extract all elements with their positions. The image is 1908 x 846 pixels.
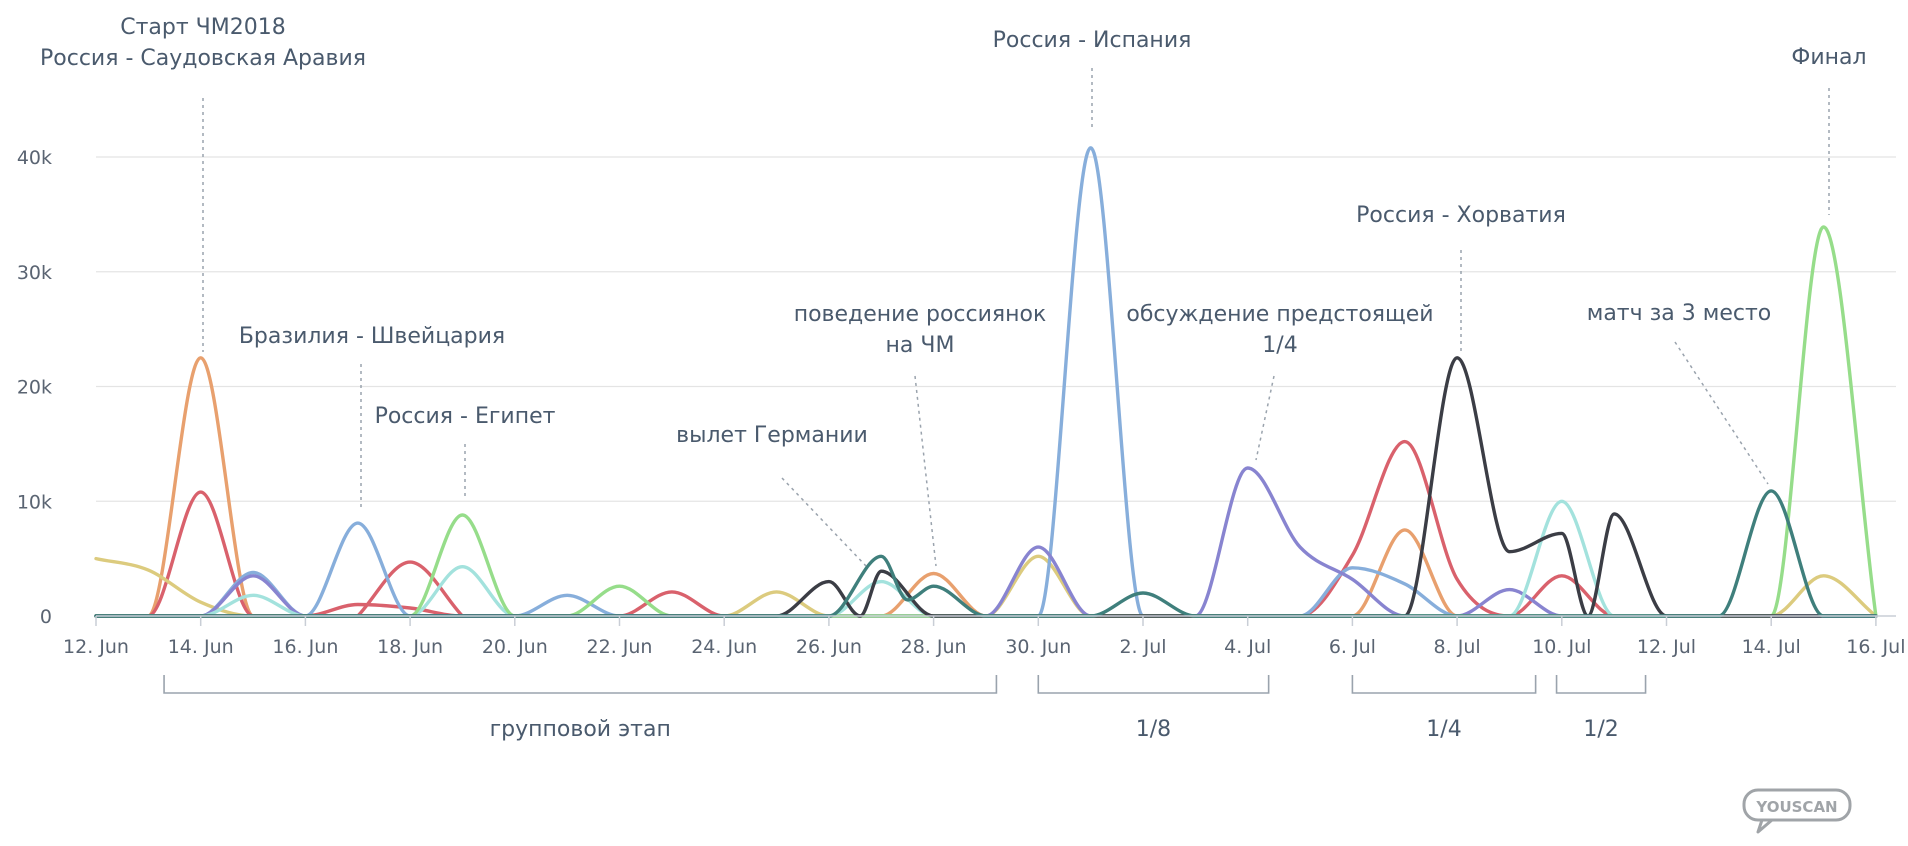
x-tick-label: 10. Jul — [1532, 636, 1591, 658]
annotation-leader — [914, 375, 937, 567]
annotation-label: матч за 3 место — [1587, 301, 1772, 326]
stage-bracket — [1555, 675, 1647, 694]
x-tick-label: 20. Jun — [482, 636, 548, 658]
x-tick-label: 28. Jun — [901, 636, 967, 658]
series-line-8 — [94, 356, 1878, 618]
stage-label: 1/4 — [1426, 717, 1461, 742]
stage-brackets: групповой этап 1/8 1/4 1/2 — [163, 675, 1647, 742]
annotation-label: вылет Германии — [676, 423, 868, 448]
y-tick-label: 40k — [17, 147, 52, 169]
logo-text: YOUSCAN — [1755, 798, 1837, 816]
annotation-label: поведение россиянок — [794, 302, 1047, 327]
annotations: Старт ЧМ2018 Россия - Саудовская Аравия Бр… — [40, 15, 1867, 567]
annotation-leader — [1255, 375, 1275, 461]
series-line-3 — [94, 554, 1878, 618]
stage-bracket — [1351, 675, 1537, 694]
x-tick-label: 2. Jul — [1119, 636, 1166, 658]
annotation-label: обсуждение предстоящей — [1126, 302, 1433, 327]
y-tick-label: 10k — [17, 491, 52, 513]
x-tick-label: 16. Jun — [272, 636, 338, 658]
x-tick-label: 8. Jul — [1434, 636, 1481, 658]
series-line-6 — [94, 499, 1878, 618]
x-tick-label: 18. Jun — [377, 636, 443, 658]
x-tick-label: 22. Jun — [587, 636, 653, 658]
x-tick-label: 4. Jul — [1224, 636, 1271, 658]
annotation-label: Финал — [1791, 45, 1866, 70]
stage-label: 1/8 — [1136, 717, 1171, 742]
annotation-label: Россия - Хорватия — [1356, 203, 1566, 228]
annotation-label: Старт ЧМ2018 — [120, 15, 285, 40]
annotation-leader — [1674, 341, 1769, 485]
stage-bracket — [163, 675, 998, 694]
series-line-4 — [94, 146, 1878, 618]
series-line-5 — [94, 466, 1878, 618]
annotation-label: Россия - Испания — [993, 28, 1192, 53]
youscan-logo: YOUSCAN — [1742, 788, 1854, 836]
x-tick-label: 14. Jul — [1742, 636, 1801, 658]
series-line-9 — [94, 489, 1878, 618]
x-tick-label: 24. Jun — [691, 636, 757, 658]
y-tick-label: 30k — [17, 262, 52, 284]
annotation-label: Россия - Саудовская Аравия — [40, 46, 366, 71]
x-tick-label: 12. Jun — [63, 636, 129, 658]
x-tick-label: 30. Jun — [1005, 636, 1071, 658]
series-line-7 — [94, 225, 1878, 618]
x-axis: 12. Jun 14. Jun 16. Jun 18. Jun 20. Jun 22. J… — [63, 615, 1905, 658]
stage-label: 1/2 — [1583, 717, 1618, 742]
grid: 0 10k 20k 30k 40k — [17, 147, 1896, 628]
series-group — [94, 146, 1878, 618]
annotation-label: Бразилия - Швейцария — [239, 324, 505, 349]
x-tick-label: 6. Jul — [1329, 636, 1376, 658]
stage-bracket — [1037, 675, 1270, 694]
y-tick-label: 0 — [40, 606, 52, 628]
stage-label: групповой этап — [490, 717, 671, 742]
logo-icon: YOUSCAN — [1742, 788, 1852, 834]
x-tick-label: 14. Jun — [168, 636, 234, 658]
x-tick-label: 16. Jul — [1846, 636, 1905, 658]
annotation-label: Россия - Египет — [375, 404, 556, 429]
y-tick-label: 20k — [17, 377, 52, 399]
annotation-label: на ЧМ — [886, 333, 955, 358]
annotation-label: 1/4 — [1262, 333, 1297, 358]
x-tick-label: 26. Jun — [796, 636, 862, 658]
series-line-2 — [356, 560, 465, 618]
annotation-leader — [781, 477, 867, 567]
x-tick-label: 12. Jul — [1637, 636, 1696, 658]
series-line-0 — [94, 356, 1878, 618]
